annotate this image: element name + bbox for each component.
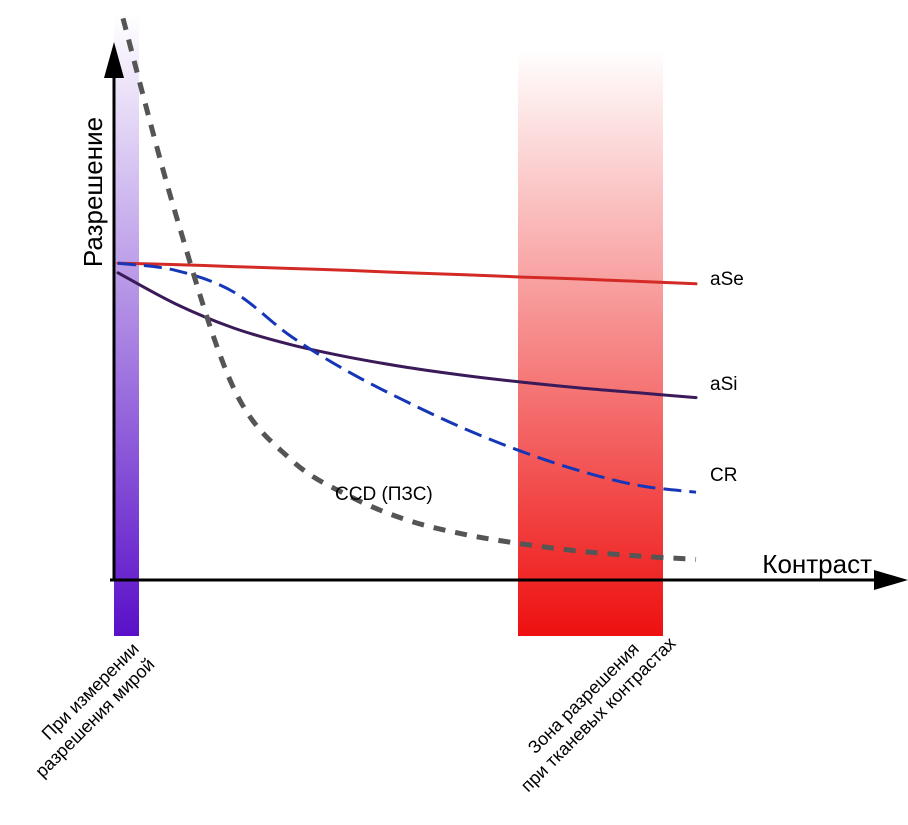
x-axis-arrow-icon — [874, 570, 908, 590]
series-line-asi — [116, 271, 698, 400]
series-label-cr: CR — [710, 465, 737, 486]
zone-tissue-contrast-band — [518, 50, 663, 636]
zone-label-tissue-line2: при тканевых контрастах — [517, 633, 680, 796]
series-line-ccd — [120, 17, 697, 562]
series-layer — [116, 17, 698, 562]
y-axis-label: Разрешение — [78, 117, 108, 267]
series-line-cr — [117, 261, 697, 494]
zone-label-tissue: Зона разрешения при тканевых контрастах — [517, 633, 680, 796]
x-axis-label: Контраст — [762, 549, 872, 579]
y-axis-arrow-icon — [104, 42, 124, 78]
series-label-ase: aSe — [710, 269, 744, 290]
series-label-asi: aSi — [710, 374, 737, 395]
series-label-ccd: CCD (ПЗС) — [335, 484, 433, 505]
zone-measurement-band — [114, 15, 139, 636]
series-line-ase — [116, 261, 698, 286]
zone-label-measurement: При измерении разрешения мирой — [31, 639, 158, 782]
